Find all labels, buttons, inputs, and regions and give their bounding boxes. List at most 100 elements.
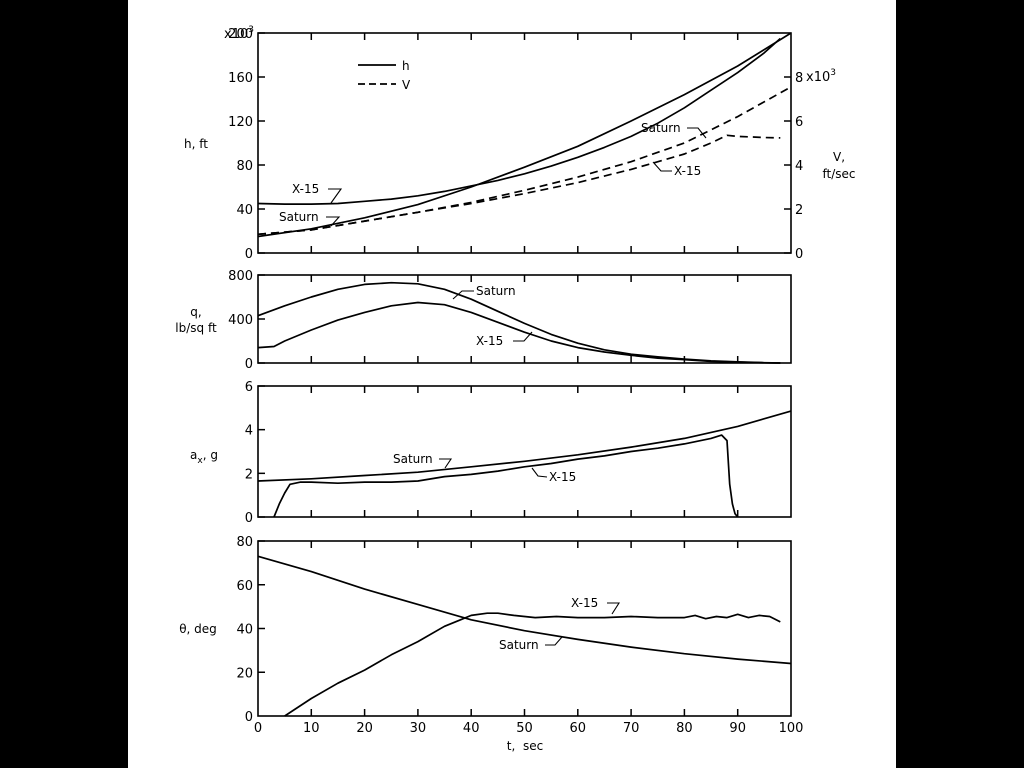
panel-q: 0 400 800 q, lb/sq ft Saturn X-15: [175, 269, 792, 372]
ytick-label: 20: [236, 666, 253, 681]
yticks-p2: 0 2 4 6: [245, 380, 265, 526]
leader-x15-q: [513, 331, 533, 342]
ytick-right-exponent-sup: 3: [830, 68, 836, 78]
annotation-x15-ax: X-15: [549, 470, 576, 484]
series-line-saturn: [257, 555, 792, 665]
ytick-label: 160: [228, 71, 253, 86]
ytick-right-exponent-base: x10: [806, 70, 830, 85]
xtick-label: 40: [463, 721, 480, 736]
leader-saturn-theta: [545, 636, 563, 646]
legend-label-v: V: [402, 78, 411, 92]
ytick-exponent-base: x10: [224, 27, 248, 42]
annotation-saturn-q: Saturn: [476, 284, 516, 298]
ytick-right-label: 0: [795, 247, 803, 262]
xtick-label: 90: [729, 721, 746, 736]
yticks-p3: 20 40 60 80 0: [236, 535, 265, 725]
annotation-saturn-h: Saturn: [279, 210, 319, 224]
ylabel-v-line2: ft/sec: [823, 167, 856, 181]
xtick-label: 10: [303, 721, 320, 736]
leader-saturn-q: [452, 290, 474, 300]
xticks-p1: [310, 275, 739, 363]
ytick-label: 2: [245, 467, 253, 482]
xtick-labels: 0 10 20 30 40 50 60 70 80 90 100: [254, 721, 804, 736]
xtick-label: 0: [254, 721, 262, 736]
ylabel-theta: θ, deg: [179, 622, 217, 636]
xtick-label: 30: [410, 721, 427, 736]
annotation-x15-h: X-15: [292, 182, 319, 196]
xtick-label: 20: [356, 721, 373, 736]
xticks-p0: [310, 33, 739, 253]
legend: h V: [358, 59, 411, 92]
ytick-label: 80: [236, 159, 253, 174]
series-line-saturn: [257, 281, 781, 364]
ytick-label: 40: [236, 203, 253, 218]
xlabel-t: t, sec: [507, 739, 543, 753]
leader-x15-theta: [607, 602, 621, 615]
ytick-label: 0: [245, 710, 253, 725]
ytick-label: 4: [245, 424, 253, 439]
annotation-saturn-theta: Saturn: [499, 638, 539, 652]
ytick-label: 40: [236, 623, 253, 638]
ytick-label: 0: [245, 357, 253, 372]
panel-frame-q: [257, 274, 792, 364]
xtick-label: 50: [516, 721, 533, 736]
ytick-label: 800: [228, 269, 253, 284]
series-line-x-15: [257, 301, 781, 364]
ytick-label: 0: [245, 511, 253, 526]
ytick-exponent-sup: 3: [248, 25, 254, 35]
yticks-right-p0: 0 2 4 6 8: [784, 71, 803, 262]
series-line-x-15-v: [257, 134, 781, 236]
series-line-x-15: [273, 434, 739, 518]
leader-saturn-ax: [439, 458, 453, 469]
ytick-right-label: 2: [795, 203, 803, 218]
leader-x15-v: [652, 161, 672, 172]
leader-saturn-h: [326, 216, 341, 227]
legend-label-h: h: [402, 59, 410, 73]
ytick-label: 60: [236, 579, 253, 594]
leader-saturn-v: [687, 127, 707, 139]
ylabel-h: h, ft: [184, 137, 208, 151]
series-line-x-15: [284, 612, 781, 717]
yticks-left-p0: 0 40 80 120 160 200: [228, 27, 265, 262]
series-line-x-15-h: [257, 37, 781, 205]
xtick-label: 70: [623, 721, 640, 736]
ytick-right-exponent: x103: [806, 68, 836, 85]
leader-x15-h: [328, 188, 343, 204]
series-group-p2: [257, 410, 792, 518]
ytick-right-label: 4: [795, 159, 803, 174]
series-line-saturn-h: [257, 32, 792, 238]
panel-frame-ax: [257, 385, 792, 518]
ylabel-ax-suffix: , g: [203, 448, 218, 462]
series-group-p1: [257, 281, 781, 364]
ytick-exponent: x103: [224, 25, 254, 42]
series-group-p3: [257, 555, 792, 717]
ytick-label: 6: [245, 380, 253, 395]
ytick-label: 0: [245, 247, 253, 262]
xtick-label: 100: [779, 721, 804, 736]
ylabel-ax: ax, g: [190, 448, 218, 466]
leader-x15-ax: [531, 467, 548, 478]
yticks-p1: 0 400 800: [228, 269, 265, 372]
annotation-x15-v: X-15: [674, 164, 701, 178]
ylabel-ax-sub: x: [197, 456, 203, 466]
panel-ax: 0 2 4 6 ax, g Saturn X-15: [190, 380, 792, 526]
ytick-label: 120: [228, 115, 253, 130]
xticks-p2: [310, 386, 739, 517]
ytick-label: 200: [228, 27, 253, 42]
ytick-label: 400: [228, 313, 253, 328]
ylabel-q-line2: lb/sq ft: [175, 321, 217, 335]
annotation-x15-q: X-15: [476, 334, 503, 348]
xtick-label: 80: [676, 721, 693, 736]
xticks-p3: [310, 541, 739, 716]
panel-frame-theta: [257, 540, 792, 717]
ytick-right-label: 6: [795, 115, 803, 130]
xtick-label: 60: [570, 721, 587, 736]
annotation-saturn-ax: Saturn: [393, 452, 433, 466]
annotation-x15-theta: X-15: [571, 596, 598, 610]
series-line-saturn: [257, 410, 792, 482]
ylabel-ax-base: a: [190, 448, 197, 462]
